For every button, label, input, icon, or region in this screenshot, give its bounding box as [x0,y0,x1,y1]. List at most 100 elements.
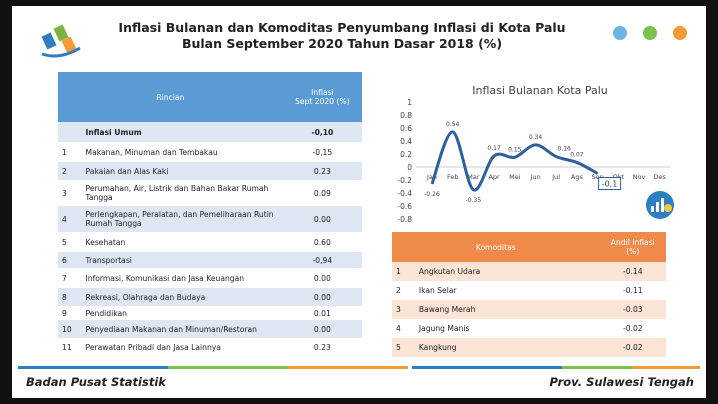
y-tick-label: 0.8 [400,111,412,120]
row-number: 5 [62,237,67,247]
row-number: 3 [62,188,67,198]
icon [646,191,674,219]
row-number: 7 [62,273,67,283]
data-label: 0.54 [446,121,460,128]
y-tick-label: 0.2 [400,150,412,159]
dots [613,26,687,40]
y-tick-label: 0.6 [400,124,412,133]
data-label: -0.26 [424,191,440,198]
row-value: -0.02 [599,338,666,357]
data-label: -0,1 [602,180,618,189]
title-line: Bulan September 2020 Tahun Dasar 2018 (%… [181,36,503,51]
row: 3 Bawang Merah -0.03 [392,300,666,319]
row-name: Kangkung [414,338,600,357]
label-box [598,177,622,190]
row: 11 Perawatan Pribadi dan Jasa Lainnya 0.23 [58,338,362,356]
data-label: -0.35 [466,197,482,204]
row-value: -0.02 [622,324,643,333]
row-number: 6 [58,252,82,268]
row-value: 0.00 [282,288,362,306]
data-label: 0.16 [558,146,572,153]
row-name: Pendidikan [85,308,127,318]
row-name: Perlengkapan, Peralatan, dan Pemeliharaa… [81,206,283,232]
row-name: Kesehatan [85,237,126,247]
x-tick-label: Mar [467,173,480,181]
row-value: 0.00 [313,273,331,283]
row-name: Bawang Merah [414,300,600,319]
data-label: 0.34 [529,134,543,141]
row: 1 Makanan, Minuman dan Tembakau -0,15 [58,142,362,162]
row-name: Makanan, Minuman dan Tembakau [85,147,218,157]
row-number: 1 [62,147,67,157]
title-line: Inflasi Bulanan dan Komoditas Penyumbang… [118,20,566,35]
row-number: 2 [58,162,82,180]
commodity-table: Komoditas Andil Inflasi (%) 1 Angkutan Udara… [392,232,666,357]
logo [41,24,81,58]
row-name: Angkutan Udara [414,262,600,281]
header-line: Inflasi [311,88,334,97]
row-value: 0.00 [282,206,362,232]
row-number: 2 [396,286,401,295]
row-number: 9 [62,308,67,318]
y-tick-label: 1 [407,98,412,107]
x-tick-label: Jun [529,173,540,181]
y-tick-label: 0 [407,163,412,172]
y-tick-label: -0.6 [397,202,412,211]
row-name: Perawatan Pribadi dan Jasa Lainnya [85,342,221,352]
row: 10 Penyediaan Makanan dan Minuman/Restora… [58,320,362,338]
row: 8 Rekreasi, Olahraga dan Budaya 0.00 [58,288,362,306]
header-row: Komoditas Andil Inflasi (%) [392,232,666,262]
data-label: 0.07 [570,151,584,158]
row-value: 0.00 [282,320,362,338]
y-tick-label: 0.4 [400,137,412,146]
row-name: Ikan Selar [418,286,457,295]
y-tick-label: -0.4 [397,189,412,198]
header-cell: Rincian [58,72,283,122]
row-name: Transportasi [81,252,283,268]
row-number: 8 [58,288,82,306]
header-cell: Andil Inflasi (%) [599,232,666,262]
line-chart: Inflasi Bulanan Kota Palu 1 0.8 0.6 0.4 0.2 0 -… [397,84,674,224]
row: Inflasi Umum -0,10 [58,122,362,142]
row-name: Jagung Manis [418,324,470,333]
row-value: 0.60 [313,237,331,247]
row: 6 Transportasi -0,94 [58,252,362,268]
row-number: 5 [392,338,415,357]
row-value: 0.23 [313,342,331,352]
x-tick-label: Apr [488,173,500,181]
row-number: 11 [62,342,72,352]
chart-title: Inflasi Bulanan Kota Palu [472,84,608,97]
x-tick-label: Mei [509,173,521,181]
line [430,130,599,192]
footer-left: Badan Pusat Statistik [26,375,166,389]
row: 9 Pendidikan 0.01 [58,306,362,320]
row-name: Perumahan, Air, Listrik dan Bahan Bakar … [85,184,269,202]
row-name: Inflasi Umum [81,122,283,142]
row-value: -0.11 [622,286,643,295]
row-number: 4 [396,324,401,333]
row: 2 Ikan Selar -0.11 [392,281,666,300]
row-value: -0,10 [282,122,362,142]
row-number: 4 [58,206,82,232]
header-line: Sept 2020 (%) [295,97,350,106]
x-tick-label: Ags [571,173,584,181]
row-name: Penyediaan Makanan dan Minuman/Restoran [81,320,283,338]
data-label: 0.17 [487,145,501,152]
inflation-table: Rincian Inflasi Sept 2020 (%) Inflasi Umum -… [58,72,362,356]
row: 2 Pakaian dan Alas Kaki 0.23 [58,162,362,180]
row-value: 0.01 [313,308,331,318]
row-number: 1 [392,262,415,281]
row: 7 Informasi, Komunikasi dan Jasa Keuangan… [58,268,362,288]
row-name: Rekreasi, Olahraga dan Budaya [81,288,283,306]
row-value: -0,94 [282,252,362,268]
header-cell: Inflasi Sept 2020 (%) [282,72,362,122]
row-value: -0.03 [599,300,666,319]
row-number [58,122,82,142]
x-tick-label: Feb [447,173,459,181]
y-tick-label: -0.8 [397,215,412,224]
header-row: Rincian Inflasi Sept 2020 (%) [58,72,362,122]
row-value: -0.14 [599,262,666,281]
x-tick-label: Jan [426,173,437,181]
row: 1 Angkutan Udara -0.14 [392,262,666,281]
